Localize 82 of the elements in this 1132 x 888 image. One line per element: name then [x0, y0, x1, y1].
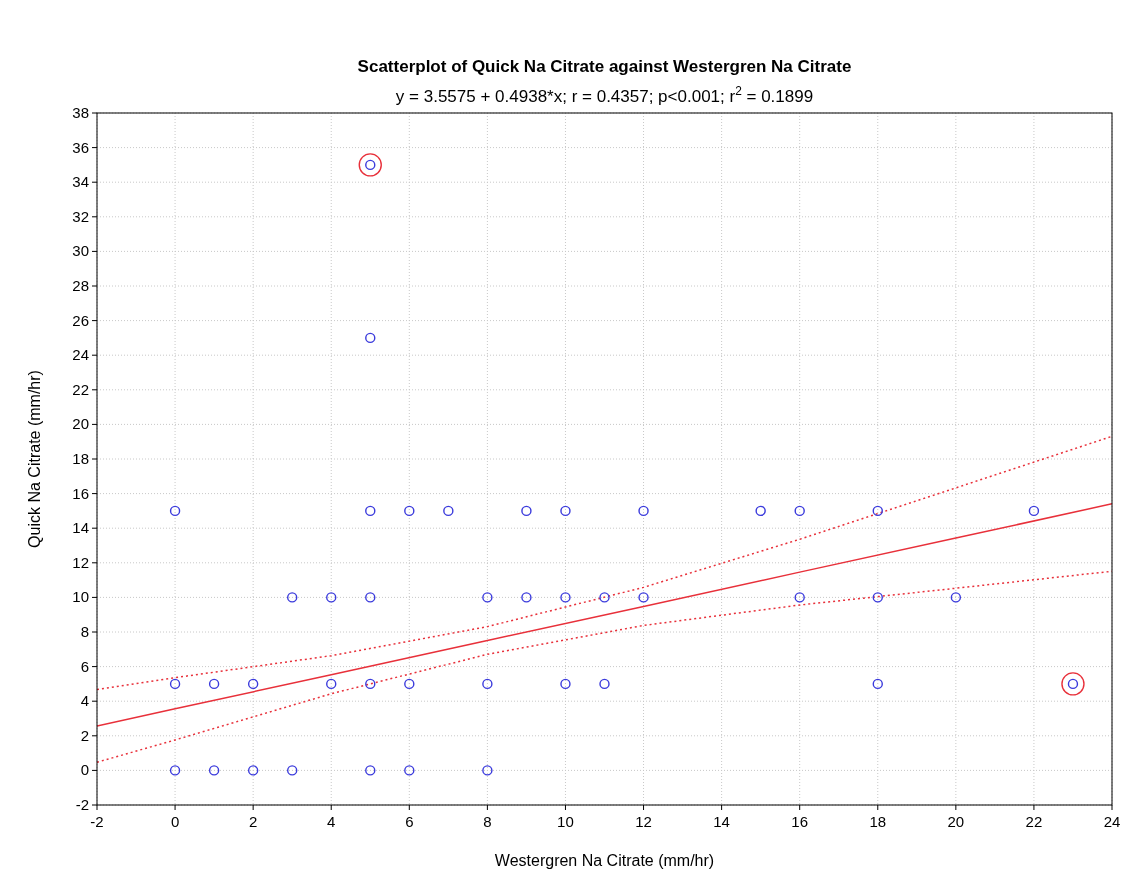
point: [560, 678, 571, 690]
point: [365, 505, 376, 517]
x-tick-label: 12: [635, 813, 652, 830]
y-tick-label: 2: [80, 726, 89, 744]
point: [169, 505, 181, 517]
point: [365, 592, 376, 603]
point: [950, 592, 962, 603]
x-tick-label: 18: [869, 813, 887, 830]
point: [326, 592, 337, 603]
point: [247, 678, 259, 690]
point: [443, 505, 454, 517]
point: [482, 765, 493, 776]
x-tick-label: 24: [1103, 813, 1121, 830]
y-tick-label: 10: [72, 588, 89, 606]
point: [208, 678, 220, 690]
x-tick-label: 2: [248, 813, 258, 830]
point: [638, 505, 649, 517]
y-tick-label: 30: [72, 242, 89, 260]
x-tick-label: 4: [327, 813, 336, 830]
point: [521, 505, 532, 517]
point: [208, 765, 220, 776]
point: [560, 592, 571, 603]
y-tick-label: 26: [72, 311, 89, 329]
x-tick-label: 20: [947, 813, 965, 830]
chart-subtitle: y = 3.5575 + 0.4938*x; r = 0.4357; p<0.001; r$^{2}$ = 0.1899: [395, 84, 814, 106]
y-tick-label: 4: [80, 692, 89, 710]
y-tick-label: 36: [72, 138, 89, 156]
point: [404, 678, 415, 690]
y-tick-label: 38: [72, 104, 89, 121]
point: [1028, 505, 1040, 517]
y-tick-label: 8: [80, 623, 89, 640]
point: [365, 765, 376, 776]
point: [404, 765, 415, 776]
point: [872, 592, 883, 603]
y-tick-label: 14: [72, 519, 89, 537]
point: [599, 678, 610, 690]
y-tick-label: 28: [72, 277, 89, 294]
point: [794, 592, 805, 603]
point: [872, 678, 883, 690]
point: [599, 592, 610, 603]
point: [872, 505, 883, 517]
x-axis-title: Westergren Na Citrate (mm/hr): [494, 852, 715, 869]
x-tick-label: 14: [713, 813, 730, 830]
point: [521, 592, 532, 603]
y-axis-title: Quick Na Citrate (mm/hr): [26, 370, 43, 548]
y-tick-label: 24: [72, 346, 89, 364]
y-tick-label: 0: [80, 761, 89, 779]
point: [404, 505, 415, 517]
y-tick-label: 6: [80, 657, 89, 675]
y-tick-label: 16: [72, 484, 89, 502]
x-tick-label: 16: [791, 813, 809, 830]
point: [365, 332, 376, 344]
chart-title: Scatterplot of Quick Na Citrate against Westergren Na Citrate: [357, 57, 852, 76]
point: [794, 505, 805, 517]
x-tick-label: 22: [1025, 813, 1043, 830]
y-tick-label: 34: [72, 173, 89, 191]
point: [169, 678, 181, 690]
point: [286, 592, 298, 603]
point: [169, 765, 181, 776]
y-tick-label: 18: [72, 450, 89, 467]
point: [247, 765, 259, 776]
x-tick-label: 0: [170, 813, 180, 830]
point: [755, 505, 766, 517]
y-tick-label: 22: [72, 380, 89, 398]
point: [482, 592, 493, 603]
point: [365, 678, 376, 690]
point: [560, 505, 571, 517]
line-series: [97, 503, 1112, 727]
x-tick-label: 8: [483, 813, 492, 830]
y-tick-label: 20: [72, 415, 89, 433]
line-series: [97, 435, 1112, 691]
point: [326, 678, 337, 690]
y-tick-label: 12: [72, 553, 89, 571]
point: [286, 765, 298, 776]
point: [638, 592, 649, 603]
point: [358, 153, 382, 177]
point: [1061, 672, 1085, 696]
y-tick-label: 32: [72, 207, 89, 225]
x-tick-label: 10: [557, 813, 574, 830]
x-tick-label: 6: [405, 813, 414, 830]
point: [482, 678, 493, 690]
y-tick-label: -2: [75, 796, 89, 813]
